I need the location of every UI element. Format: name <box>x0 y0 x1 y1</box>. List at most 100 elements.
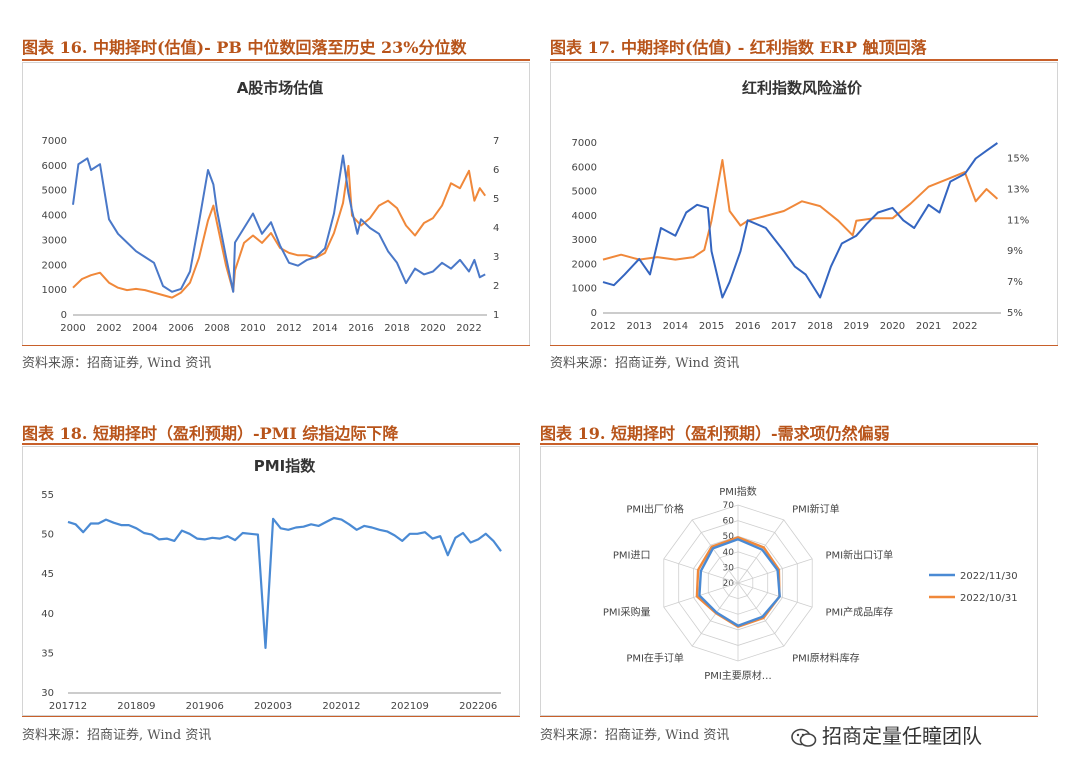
y-tick-label: 30 <box>41 688 54 699</box>
x-tick-label: 2019 <box>844 321 869 332</box>
radar-spoke <box>691 582 739 647</box>
x-tick-label: 2022 <box>952 321 977 332</box>
x-tick-label: 2004 <box>132 323 157 334</box>
x-tick-label: 2012 <box>276 323 301 334</box>
y2-tick-label: 4 <box>493 223 499 234</box>
y2-tick-label: 7 <box>493 136 499 147</box>
radar-tick-label: 50 <box>723 532 735 542</box>
chart-frame: PMI指数 30 35 40 45 50 55 201712 201809 201906 20200… <box>22 446 520 716</box>
x-tick-label: 201809 <box>117 701 155 712</box>
x-tick-label: 2010 <box>240 323 265 334</box>
radar-spoke <box>691 519 739 584</box>
radar-tick-label: 30 <box>723 563 735 573</box>
radar-axis-label: PMI新出口订单 <box>825 549 893 562</box>
y2-tick-label: 3 <box>493 252 499 263</box>
radar-axis-label: PMI主要原材… <box>704 669 772 682</box>
series-line-0 <box>72 164 487 299</box>
y-tick-label: 4000 <box>42 211 67 222</box>
figure-title: 图表 16. 中期择时(估值)- PB 中位数回落至历史 23%分位数 <box>22 38 467 57</box>
series-line-1 <box>72 154 486 293</box>
radar-spoke <box>737 519 785 584</box>
y-tick-label: 50 <box>41 530 54 541</box>
legend-label: 2022/11/30 <box>960 571 1018 582</box>
radar-axis-label: PMI在手订单 <box>626 651 684 664</box>
y-tick-label: 6000 <box>572 162 597 173</box>
y2-tick-label: 5 <box>493 194 499 205</box>
x-tick-label: 2016 <box>735 321 760 332</box>
x-tick-label: 2022 <box>456 323 481 334</box>
figure-19: 图表 19. 短期择时（盈利预期）-需求项仍然偏弱 20 30 40 50 60 70 PM… <box>540 420 1038 755</box>
y-tick-label: 1000 <box>42 285 67 296</box>
y2-tick-label: 13% <box>1007 184 1029 195</box>
x-tick-label: 202012 <box>322 701 360 712</box>
radar-spoke <box>663 582 739 608</box>
y-tick-label: 1000 <box>572 284 597 295</box>
legend-label: 2022/10/31 <box>960 593 1018 604</box>
title-rule <box>550 59 1058 61</box>
radar-axis-label: PMI进口 <box>613 550 651 562</box>
radar-spoke <box>737 582 785 647</box>
series-line-1 <box>602 142 998 299</box>
source-note: 资料来源：招商证券, Wind 资讯 <box>540 728 730 743</box>
x-tick-label: 2014 <box>663 321 688 332</box>
y-tick-label: 5000 <box>42 186 67 197</box>
figure-16: 图表 16. 中期择时(估值)- PB 中位数回落至历史 23%分位数 A股市场… <box>22 34 530 374</box>
chart-title: A股市场估值 <box>237 79 324 97</box>
y2-tick-label: 2 <box>493 281 499 292</box>
y-tick-label: 2000 <box>42 260 67 271</box>
radar-axis-label: PMI产成品库存 <box>825 605 893 618</box>
source-rule <box>540 716 1038 717</box>
y-tick-label: 2000 <box>572 259 597 270</box>
x-tick-label: 2015 <box>699 321 724 332</box>
y-tick-label: 4000 <box>572 211 597 222</box>
y2-tick-label: 7% <box>1007 277 1023 288</box>
source-note: 资料来源：招商证券, Wind 资讯 <box>22 728 212 743</box>
source-rule <box>550 345 1058 346</box>
chart-frame: A股市场估值 0 1000 2000 3000 4000 5000 6000 7000 1 2 3 4 5… <box>22 62 530 364</box>
chart-frame: 红利指数风险溢价 0 1000 2000 3000 4000 5000 6000 7000 5% 7… <box>550 62 1058 362</box>
source-rule <box>22 345 530 346</box>
radar-axis-label: PMI出厂价格 <box>626 503 684 516</box>
figure-18: 图表 18. 短期择时（盈利预期）-PMI 综指边际下降 PMI指数 30 35 40… <box>22 420 520 755</box>
y2-tick-label: 9% <box>1007 246 1023 257</box>
watermark-text: 招商定量任瞳团队 <box>822 724 982 748</box>
x-tick-label: 202206 <box>459 701 497 712</box>
y-tick-label: 55 <box>41 490 54 501</box>
radar-spoke <box>737 582 813 608</box>
x-tick-label: 201906 <box>186 701 224 712</box>
y-tick-label: 7000 <box>572 138 597 149</box>
radar-axis-label: PMI新订单 <box>792 503 840 516</box>
x-tick-label: 2016 <box>348 323 373 334</box>
figure-title: 图表 18. 短期择时（盈利预期）-PMI 综指边际下降 <box>22 424 399 443</box>
x-tick-label: 2017 <box>771 321 796 332</box>
title-rule <box>22 443 520 445</box>
radar-tick-label: 60 <box>723 517 735 527</box>
chart-a-share-valuation: A股市场估值 0 1000 2000 3000 4000 5000 6000 7000 1 2 3 4 5… <box>42 79 500 364</box>
series-line-0 <box>602 159 999 261</box>
y-tick-label: 6000 <box>42 161 67 172</box>
wechat-icon <box>791 728 817 747</box>
x-tick-label: 2008 <box>204 323 229 334</box>
radar-tick-label: 70 <box>723 501 735 511</box>
source-rule <box>22 716 520 717</box>
radar-axis-label: PMI指数 <box>719 485 757 498</box>
source-note: 资料来源：招商证券, Wind 资讯 <box>550 356 740 371</box>
radar-series-0 <box>698 538 781 627</box>
chart-dividend-erp: 红利指数风险溢价 0 1000 2000 3000 4000 5000 6000 7000 5% 7… <box>572 79 1030 362</box>
x-tick-label: 2014 <box>312 323 337 334</box>
x-tick-label: 2018 <box>384 323 409 334</box>
figure-title: 图表 17. 中期择时(估值) - 红利指数 ERP 触顶回落 <box>550 38 927 57</box>
radar-axis-label: PMI原材料库存 <box>792 651 860 664</box>
y-tick-label: 35 <box>41 648 54 659</box>
x-tick-label: 2006 <box>168 323 193 334</box>
radar-tick-label: 40 <box>723 548 735 558</box>
y-tick-label: 7000 <box>42 136 67 147</box>
x-tick-label: 202109 <box>391 701 429 712</box>
x-tick-label: 2012 <box>590 321 615 332</box>
title-rule <box>540 443 1038 445</box>
chart-pmi-radar: 20 30 40 50 60 70 PMI指数 PMI新订单 PMI新出口订单 PMI产成品库存 P… <box>603 485 1018 682</box>
x-tick-label: 202003 <box>254 701 292 712</box>
x-tick-label: 2002 <box>96 323 121 334</box>
chart-pmi: PMI指数 30 35 40 45 50 55 201712 201809 201906 20200… <box>41 457 502 712</box>
x-tick-label: 2000 <box>60 323 85 334</box>
